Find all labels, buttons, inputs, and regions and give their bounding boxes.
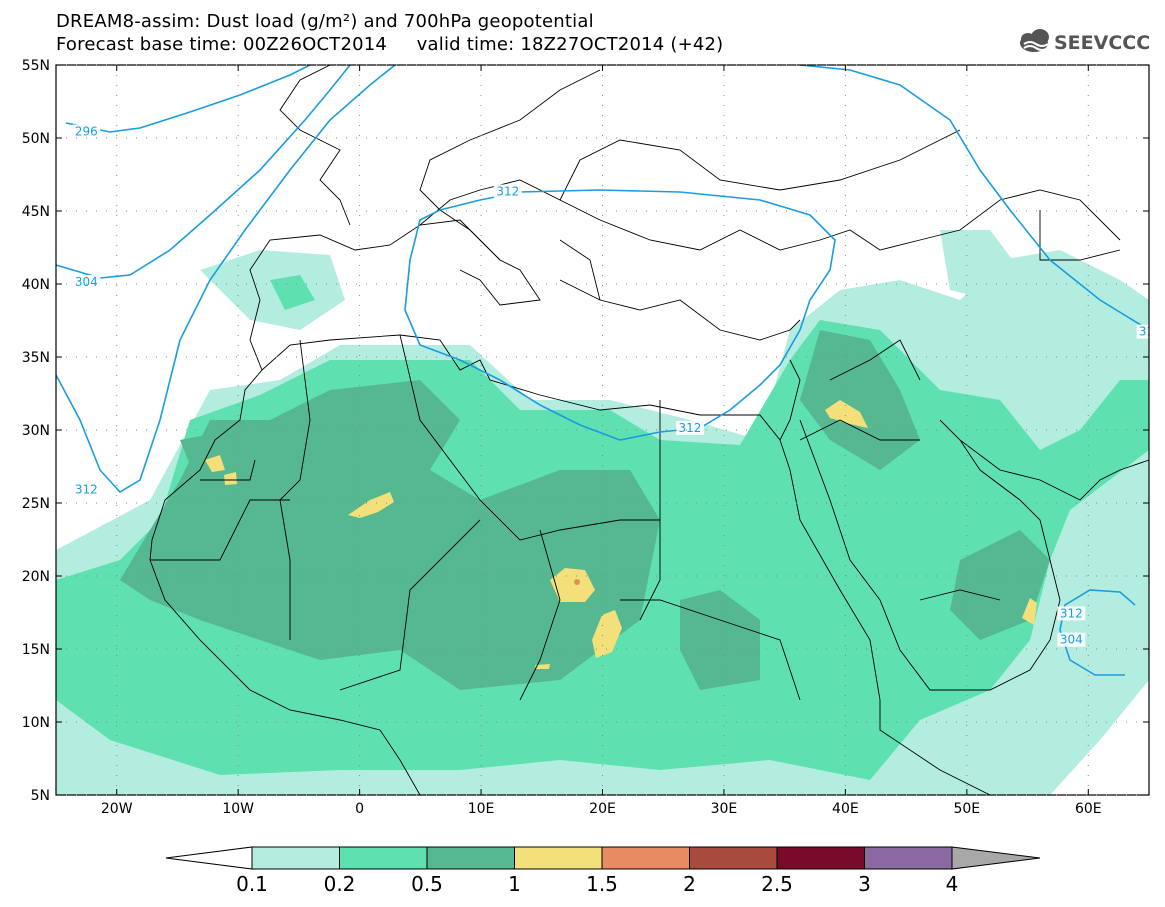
- isohypse-label-bg: [72, 275, 101, 289]
- isohypse-label: 312: [1060, 606, 1083, 620]
- dust-shading-1.5: [574, 579, 580, 585]
- colorbar-label: 4: [946, 872, 959, 896]
- isohypse-label: 31: [1139, 325, 1154, 339]
- lon-tick-label: 50E: [953, 801, 980, 817]
- lat-tick-label: 55N: [22, 58, 50, 74]
- lat-tick-label: 25N: [22, 496, 50, 512]
- isohypse-label: 304: [1060, 633, 1083, 647]
- lon-tick-label: 10E: [468, 801, 495, 817]
- lat-tick-label: 50N: [22, 131, 50, 147]
- isohypse-label-bg: [675, 421, 704, 435]
- lat-tick-label: 45N: [22, 204, 50, 220]
- colorbar-segment: [514, 846, 603, 870]
- isohypse-label-bg: [1057, 606, 1086, 621]
- isohypse-label: 312: [678, 421, 701, 435]
- colorbar-label: 2.5: [761, 872, 793, 896]
- latitude-ticks: 55N 50N 45N 40N 35N 30N 25N 20N 15N 10N 5N: [22, 58, 1149, 804]
- colorbar-label: 1: [508, 872, 521, 896]
- colorbar-segment: [251, 846, 340, 870]
- dust-shading-1: [205, 400, 1037, 669]
- cloud-icon: [1020, 29, 1049, 52]
- isohypse-label: 312: [496, 184, 519, 198]
- colorbar-segment: [339, 846, 428, 870]
- isohypse-label: 296: [75, 125, 98, 139]
- colorbar-legend: 0.1 0.2 0.5 1 1.5 2 2.5 3 4: [165, 846, 1041, 896]
- isohypse-label-bg: [72, 482, 101, 497]
- colorbar-segment: [864, 846, 953, 870]
- colorbar-segment: [426, 846, 515, 870]
- lon-tick-label: 20W: [101, 801, 133, 817]
- colorbar-segment: [601, 846, 690, 870]
- coastlines-borders: [149, 65, 1149, 795]
- map-title: DREAM8-assim: Dust load (g/m²) and 700hP…: [56, 11, 594, 32]
- lat-tick-label: 30N: [22, 423, 50, 439]
- lat-tick-label: 10N: [22, 715, 50, 731]
- colorbar-upper-arrow: [951, 846, 1041, 870]
- colorbar-label: 2: [683, 872, 696, 896]
- map-canvas: 296 304 312 312 312 312 304 31: [56, 65, 1154, 795]
- lon-tick-label: 10W: [222, 801, 254, 817]
- isohypse-label-bg: [1057, 632, 1086, 647]
- isohypse-label-bg: [72, 124, 101, 139]
- lat-tick-label: 35N: [22, 350, 50, 366]
- colorbar-label: 0.1: [236, 872, 268, 896]
- map-subtitle-times: Forecast base time: 00Z26OCT2014 valid t…: [56, 34, 724, 55]
- colorbar-label: 0.2: [324, 872, 356, 896]
- colorbar-segment: [776, 846, 865, 870]
- lon-tick-label: 40E: [832, 801, 859, 817]
- isohypse-labels: 296 304 312 312 312 312 304 31: [72, 124, 1154, 647]
- lat-tick-label: 40N: [22, 277, 50, 293]
- lon-tick-label: 60E: [1075, 801, 1102, 817]
- logo-text: SEEVCCC: [1054, 32, 1150, 54]
- lat-tick-label: 20N: [22, 569, 50, 585]
- colorbar-lower-arrow: [165, 846, 253, 870]
- isohypse-label-bg: [1136, 324, 1149, 339]
- lon-tick-label: 0: [355, 801, 364, 817]
- colorbar-segment: [689, 846, 778, 870]
- lon-tick-label: 20E: [589, 801, 616, 817]
- lon-tick-label: 30E: [711, 801, 738, 817]
- colorbar-label: 1.5: [586, 872, 618, 896]
- isohypse-lines: [56, 65, 1149, 676]
- isohypse-label: 304: [75, 275, 98, 289]
- isohypse-label-bg: [493, 184, 522, 199]
- longitude-ticks: 20W 10W 0 10E 20E 30E 40E 50E 60E: [101, 65, 1102, 817]
- colorbar-label: 0.5: [411, 872, 443, 896]
- lat-tick-label: 5N: [31, 788, 50, 804]
- colorbar-label: 3: [858, 872, 871, 896]
- lat-tick-label: 15N: [22, 642, 50, 658]
- seevccc-logo: SEEVCCC: [1020, 29, 1150, 54]
- isohypse-label: 312: [75, 482, 98, 496]
